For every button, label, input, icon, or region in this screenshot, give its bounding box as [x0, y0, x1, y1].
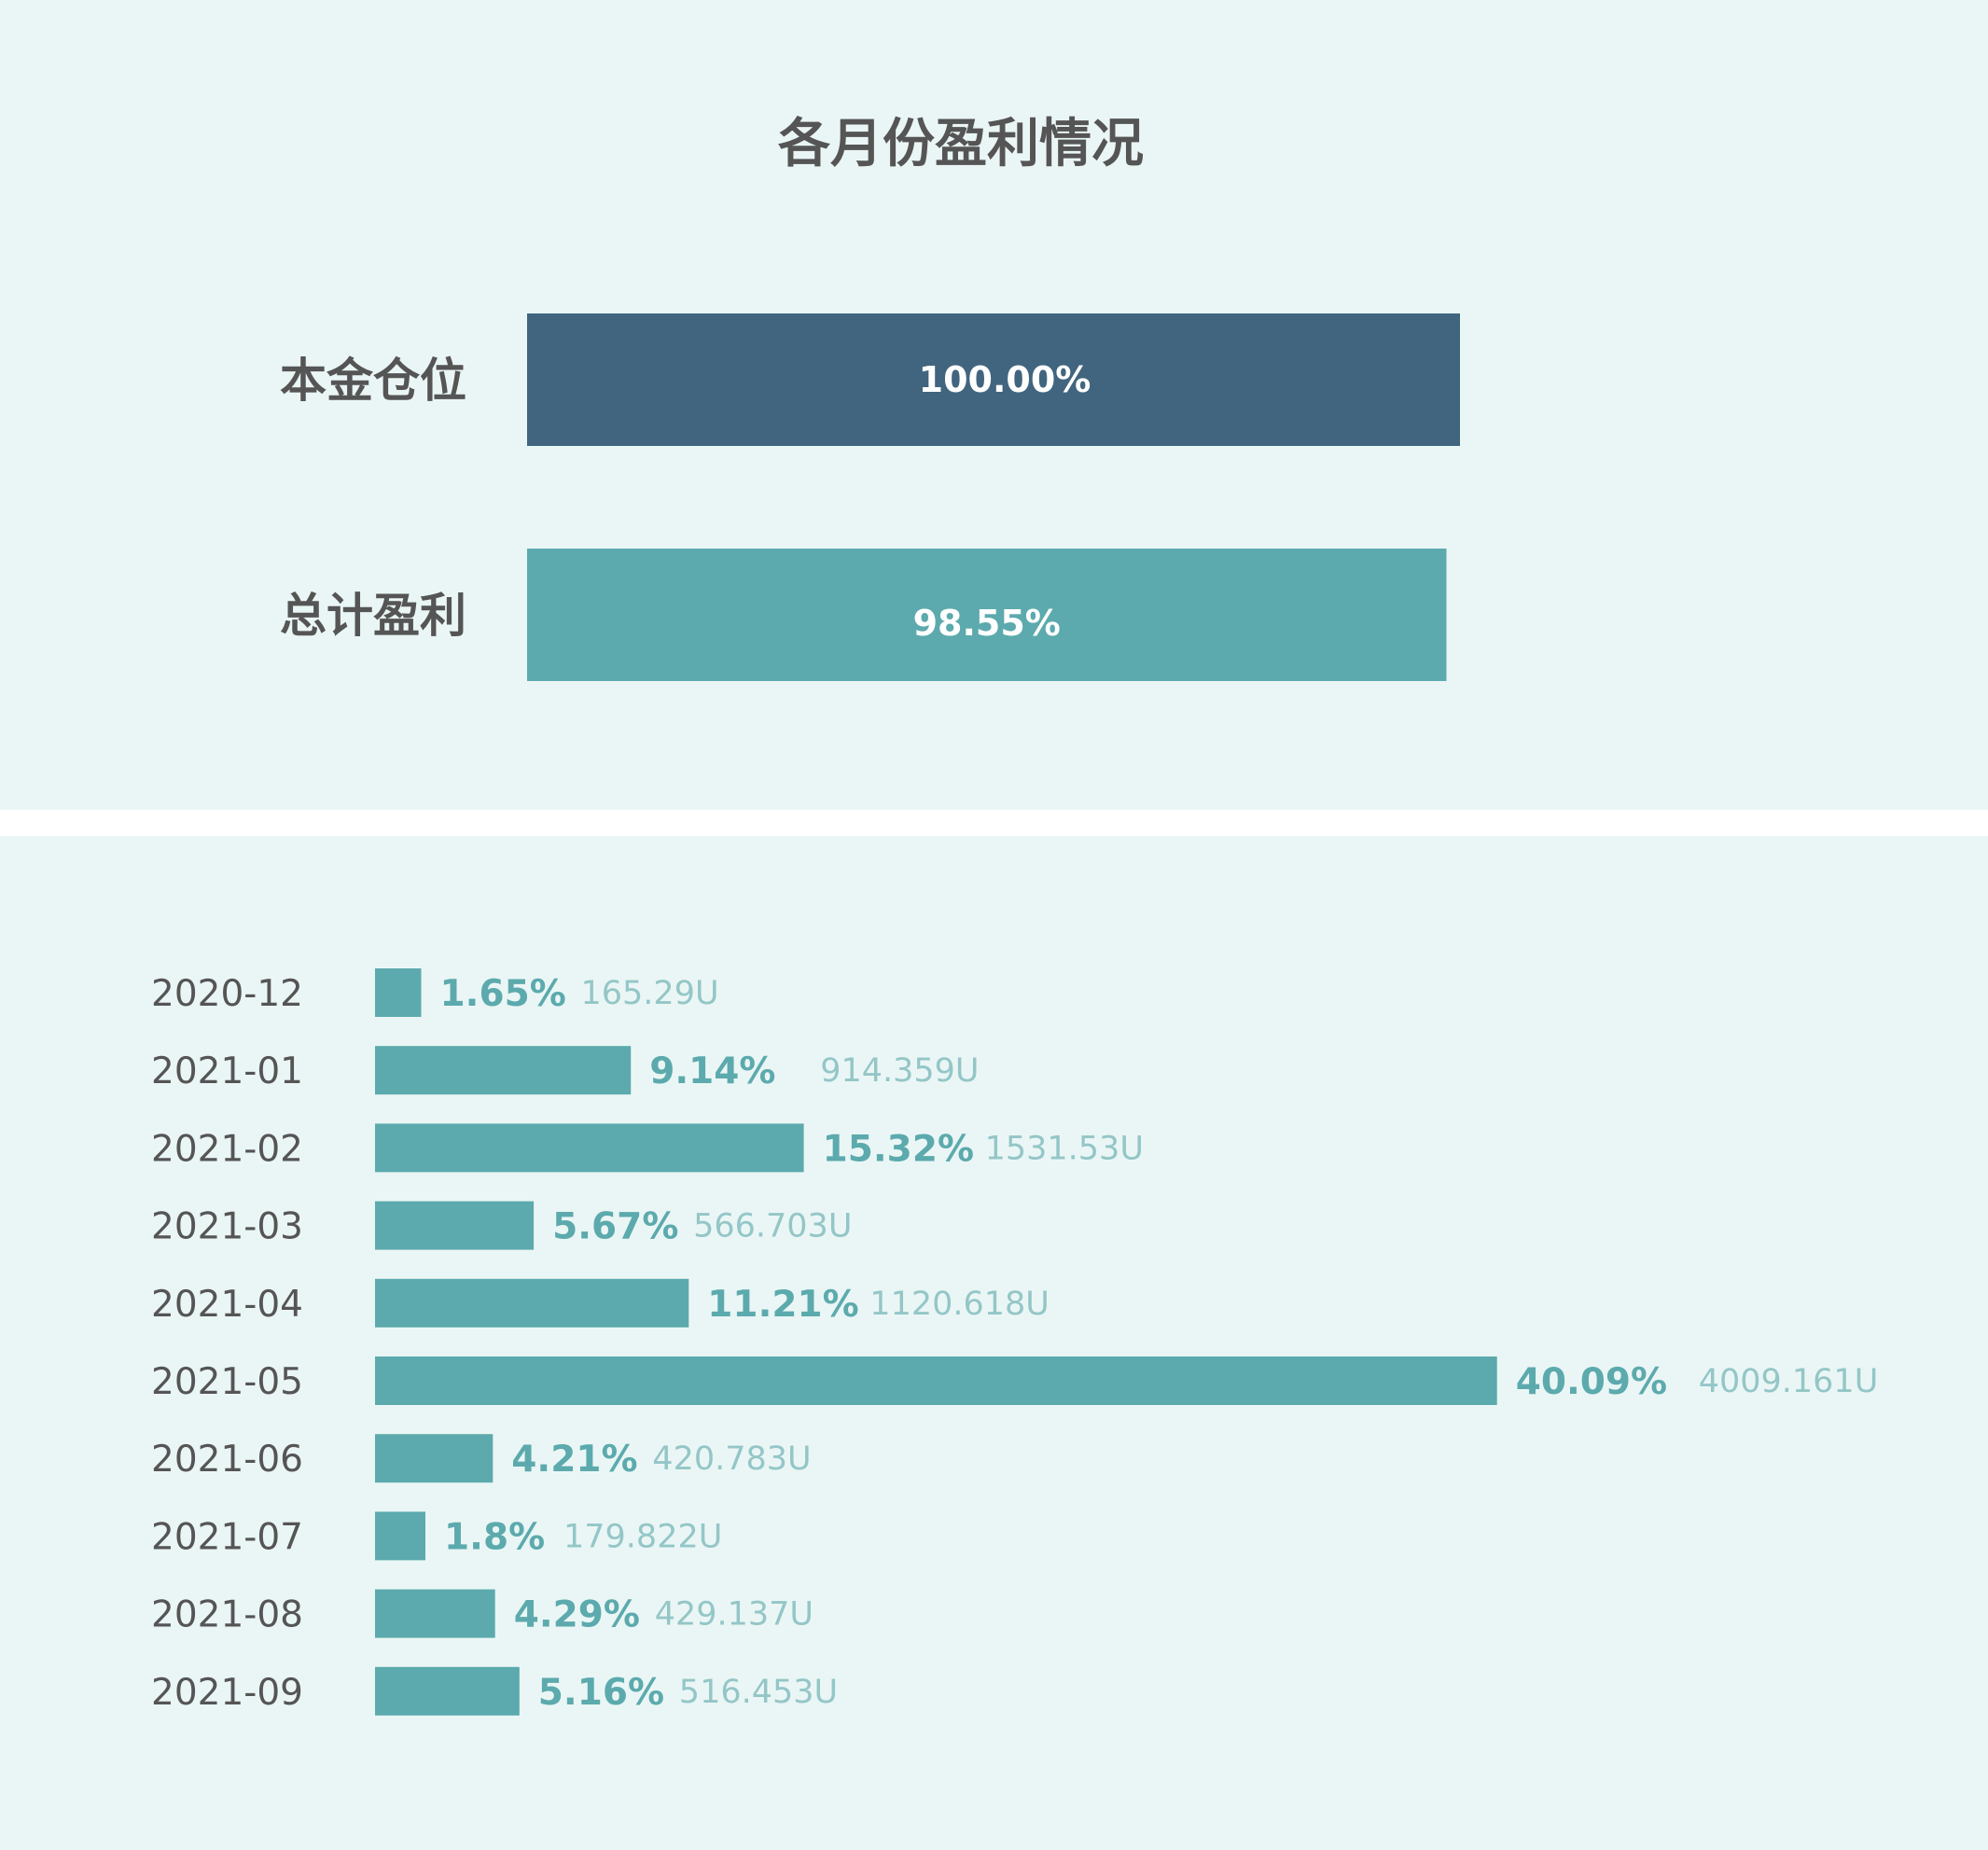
month-percent-label: 4.21% [511, 1439, 637, 1481]
month-label: 2021-09 [151, 1672, 303, 1714]
month-percent-label: 9.14% [649, 1050, 775, 1092]
month-amount-label: 1120.618U [869, 1286, 1050, 1323]
month-amount-label: 4009.161U [1699, 1363, 1879, 1400]
month-label: 2021-04 [151, 1284, 303, 1326]
month-bar [375, 1434, 494, 1483]
month-amount-label: 566.703U [693, 1208, 852, 1245]
month-amount-label: 179.822U [563, 1518, 722, 1555]
summary-value-label: 100.00% [919, 359, 1091, 400]
month-percent-label: 5.67% [552, 1206, 678, 1248]
summary-bar-chart: 各月份盈利情况 本金仓位 100.00% 总计盈利 98.55% [280, 114, 1460, 681]
month-percent-label: 15.32% [823, 1128, 974, 1170]
month-bar [375, 1278, 689, 1328]
month-bar [375, 1666, 520, 1716]
month-label: 2021-02 [151, 1128, 303, 1170]
month-amount-label: 429.137U [655, 1596, 813, 1634]
month-percent-label: 1.65% [440, 973, 566, 1015]
summary-category-label: 总计盈利 [280, 589, 466, 643]
month-percent-label: 5.16% [538, 1672, 664, 1714]
month-bar [375, 1356, 1497, 1405]
chart-title: 各月份盈利情况 [778, 114, 1144, 174]
month-percent-label: 4.29% [514, 1594, 640, 1636]
summary-value-label: 98.55% [913, 603, 1061, 644]
summary-panel: 各月份盈利情况 本金仓位 100.00% 总计盈利 98.55% [0, 0, 1988, 810]
month-bar [375, 1589, 495, 1638]
monthly-panel: 2020-12 1.65% 165.29U 2021-01 9.14% 914.359U 2… [0, 836, 1988, 1850]
month-percent-label: 1.8% [444, 1516, 545, 1558]
month-label: 2021-05 [151, 1361, 303, 1403]
month-percent-label: 40.09% [1516, 1361, 1667, 1403]
monthly-bar-chart: 2020-12 1.65% 165.29U 2021-01 9.14% 914.359U 2… [151, 968, 1879, 1716]
month-amount-label: 1531.53U [985, 1130, 1144, 1167]
month-amount-label: 165.29U [581, 975, 719, 1012]
month-amount-label: 516.453U [679, 1674, 838, 1711]
principal-bar [527, 313, 1460, 446]
month-label: 2021-07 [151, 1516, 303, 1558]
month-amount-label: 914.359U [820, 1052, 979, 1090]
month-bar [375, 1046, 632, 1095]
month-label: 2021-06 [151, 1439, 303, 1481]
month-bar [375, 1511, 425, 1561]
total-profit-bar [527, 549, 1447, 681]
month-amount-label: 420.783U [652, 1440, 811, 1478]
month-bar [375, 1201, 535, 1250]
month-label: 2021-03 [151, 1206, 303, 1248]
month-label: 2021-08 [151, 1594, 303, 1636]
month-label: 2020-12 [151, 973, 303, 1015]
summary-category-label: 本金仓位 [280, 354, 466, 408]
month-bar [375, 1123, 804, 1173]
month-percent-label: 11.21% [707, 1284, 858, 1326]
month-label: 2021-01 [151, 1050, 303, 1092]
month-bar [375, 968, 422, 1017]
